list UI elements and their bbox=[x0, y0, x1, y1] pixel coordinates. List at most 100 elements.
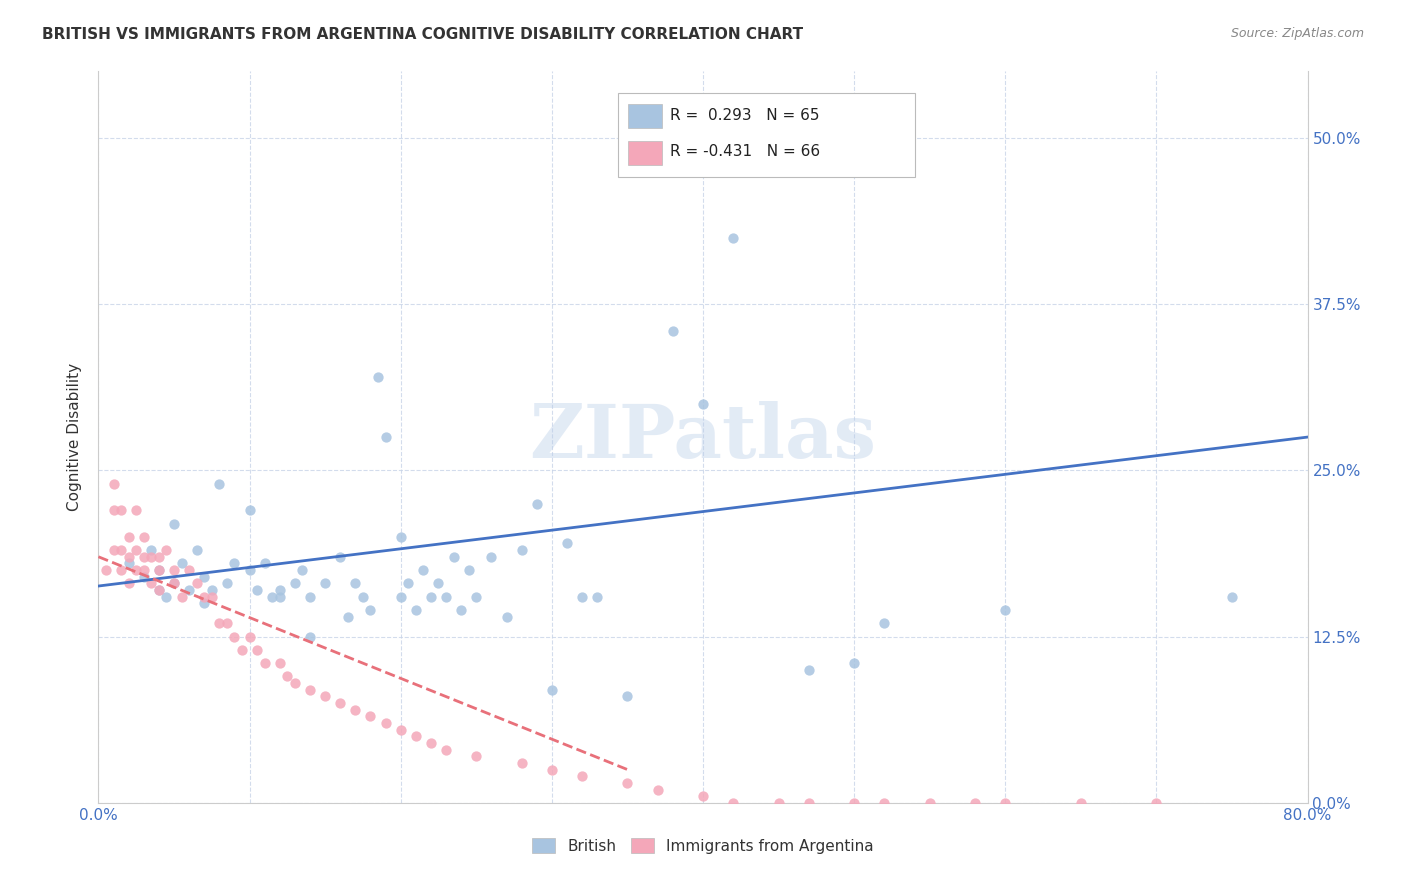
Point bbox=[163, 576, 186, 591]
FancyBboxPatch shape bbox=[628, 104, 662, 128]
Point bbox=[141, 576, 163, 591]
Point bbox=[110, 503, 132, 517]
Point bbox=[692, 397, 714, 411]
Point bbox=[141, 543, 163, 558]
Point bbox=[148, 582, 170, 597]
Point bbox=[918, 796, 941, 810]
Point bbox=[224, 557, 246, 571]
Point bbox=[132, 530, 155, 544]
FancyBboxPatch shape bbox=[619, 94, 915, 178]
Point bbox=[873, 616, 896, 631]
Point bbox=[231, 643, 253, 657]
Point bbox=[555, 536, 578, 550]
Point bbox=[994, 603, 1017, 617]
Point bbox=[434, 742, 457, 756]
Point bbox=[125, 543, 148, 558]
Point bbox=[125, 503, 148, 517]
Point bbox=[201, 582, 224, 597]
Point bbox=[360, 603, 382, 617]
Point bbox=[148, 582, 170, 597]
Point bbox=[132, 570, 155, 584]
Point bbox=[148, 549, 170, 564]
Point bbox=[481, 549, 503, 564]
Point bbox=[389, 723, 412, 737]
Point bbox=[450, 603, 472, 617]
Point bbox=[163, 563, 186, 577]
Point bbox=[239, 630, 262, 644]
Point bbox=[246, 643, 269, 657]
Point bbox=[314, 690, 336, 704]
Point bbox=[299, 682, 322, 697]
Point bbox=[420, 590, 443, 604]
Point bbox=[141, 549, 163, 564]
Point bbox=[110, 563, 132, 577]
Point bbox=[616, 776, 638, 790]
Point bbox=[412, 563, 434, 577]
Point bbox=[179, 563, 201, 577]
FancyBboxPatch shape bbox=[628, 141, 662, 165]
Point bbox=[253, 656, 276, 670]
Point bbox=[118, 530, 141, 544]
Point bbox=[314, 576, 336, 591]
Point bbox=[344, 576, 367, 591]
Point bbox=[723, 230, 745, 244]
Point bbox=[1144, 796, 1167, 810]
Point bbox=[797, 796, 820, 810]
Point bbox=[344, 703, 367, 717]
Point bbox=[465, 590, 488, 604]
Point bbox=[329, 549, 352, 564]
Point bbox=[155, 590, 177, 604]
Point bbox=[352, 590, 374, 604]
Point bbox=[526, 497, 548, 511]
Point bbox=[155, 543, 177, 558]
Point bbox=[246, 582, 269, 597]
Point bbox=[457, 563, 479, 577]
Point bbox=[215, 616, 238, 631]
Text: R = -0.431   N = 66: R = -0.431 N = 66 bbox=[671, 145, 821, 160]
Point bbox=[239, 563, 262, 577]
Point bbox=[224, 630, 246, 644]
Text: R =  0.293   N = 65: R = 0.293 N = 65 bbox=[671, 108, 820, 123]
Point bbox=[647, 782, 669, 797]
Point bbox=[193, 596, 215, 610]
Point bbox=[586, 590, 609, 604]
Point bbox=[844, 656, 866, 670]
Point bbox=[965, 796, 987, 810]
Point bbox=[201, 590, 224, 604]
Point bbox=[269, 656, 291, 670]
Point bbox=[193, 590, 215, 604]
Point bbox=[1220, 590, 1243, 604]
Point bbox=[291, 563, 314, 577]
Text: Source: ZipAtlas.com: Source: ZipAtlas.com bbox=[1230, 27, 1364, 40]
Point bbox=[465, 749, 488, 764]
Point bbox=[132, 549, 155, 564]
Legend: British, Immigrants from Argentina: British, Immigrants from Argentina bbox=[531, 838, 875, 854]
Point bbox=[208, 616, 231, 631]
Point bbox=[118, 576, 141, 591]
Point bbox=[284, 676, 307, 690]
Point bbox=[170, 557, 193, 571]
Point bbox=[239, 503, 262, 517]
Point bbox=[163, 516, 186, 531]
Point bbox=[374, 716, 396, 731]
Point bbox=[1070, 796, 1092, 810]
Point bbox=[276, 669, 298, 683]
Point bbox=[616, 690, 638, 704]
Point bbox=[253, 557, 276, 571]
Point bbox=[495, 609, 517, 624]
Point bbox=[103, 503, 125, 517]
Point bbox=[571, 590, 593, 604]
Point bbox=[360, 709, 382, 723]
Point bbox=[427, 576, 450, 591]
Point bbox=[844, 796, 866, 810]
Point bbox=[571, 769, 593, 783]
Text: BRITISH VS IMMIGRANTS FROM ARGENTINA COGNITIVE DISABILITY CORRELATION CHART: BRITISH VS IMMIGRANTS FROM ARGENTINA COG… bbox=[42, 27, 803, 42]
Point bbox=[193, 570, 215, 584]
Point bbox=[170, 590, 193, 604]
Point bbox=[434, 590, 457, 604]
Point bbox=[389, 530, 412, 544]
Point bbox=[768, 796, 790, 810]
Point bbox=[103, 543, 125, 558]
Point bbox=[797, 663, 820, 677]
Point bbox=[148, 563, 170, 577]
